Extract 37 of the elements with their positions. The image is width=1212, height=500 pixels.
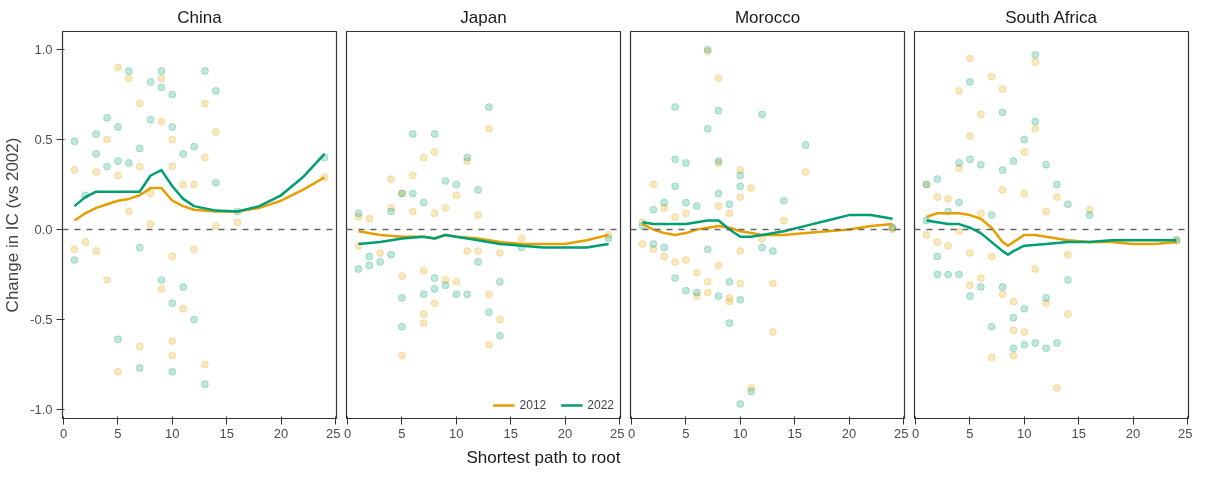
- legend-label: 2012: [519, 398, 547, 412]
- x-tick-label: 25: [1178, 425, 1193, 441]
- x-tick-label: 25: [894, 425, 909, 441]
- x-tick-label: 15: [1071, 425, 1086, 441]
- x-tick-label: 20: [841, 425, 857, 441]
- x-tick-label: 0: [911, 425, 920, 441]
- y-tick-label: 0.0: [34, 222, 53, 237]
- x-axis-title: Shortest path to root: [466, 447, 621, 467]
- x-tick-label: 25: [326, 425, 341, 441]
- x-tick-label: 5: [682, 425, 690, 441]
- chart-title: Japan: [460, 7, 507, 27]
- chart-title: Morocco: [734, 7, 801, 27]
- x-tick-label: 5: [966, 425, 974, 441]
- x-tick-label: 0: [59, 425, 68, 441]
- chart-title: South Africa: [1005, 7, 1098, 27]
- x-tick-label: 5: [114, 425, 122, 441]
- x-tick-label: 15: [219, 425, 234, 441]
- y-tick-label: -1.0: [30, 402, 53, 417]
- x-tick-label: 10: [733, 425, 748, 441]
- x-tick-label: 10: [1017, 425, 1032, 441]
- legend-label: 2022: [587, 398, 614, 412]
- x-tick-label: 20: [557, 425, 573, 441]
- x-tick-label: 20: [273, 425, 289, 441]
- x-tick-label: 0: [627, 425, 636, 441]
- x-tick-label: 10: [165, 425, 180, 441]
- x-tick-label: 15: [503, 425, 518, 441]
- x-tick-label: 15: [787, 425, 802, 441]
- x-tick-label: 25: [610, 425, 625, 441]
- x-tick-label: 0: [343, 425, 352, 441]
- x-tick-label: 10: [449, 425, 464, 441]
- y-axis-title: Change in IC (vs 2002): [3, 137, 23, 313]
- y-tick-label: 0.5: [34, 132, 53, 147]
- x-tick-label: 5: [398, 425, 406, 441]
- y-tick-label: 1.0: [34, 42, 53, 57]
- x-tick-label: 20: [1125, 425, 1141, 441]
- y-tick-label: -0.5: [30, 312, 53, 327]
- chart-title: China: [177, 7, 223, 27]
